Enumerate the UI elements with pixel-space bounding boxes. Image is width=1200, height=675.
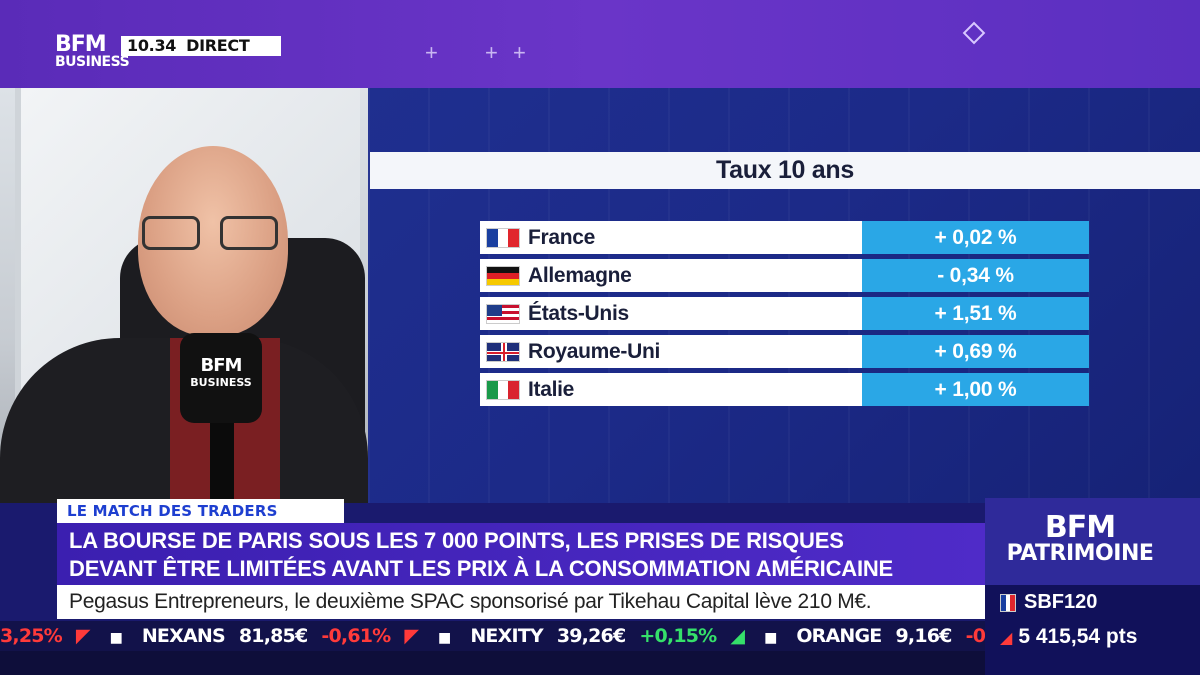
sparkle-icon: + bbox=[513, 40, 526, 65]
headline-line-2: DEVANT ÊTRE LIMITÉES AVANT LES PRIX À LA… bbox=[69, 556, 894, 581]
bfm-business-logo: BFM BUSINESS bbox=[55, 32, 130, 70]
sparkle-icon: + bbox=[485, 40, 498, 65]
country-name: Royaume-Uni bbox=[528, 339, 661, 363]
separator-icon: ■ bbox=[438, 630, 451, 646]
rate-row-italy: Italie + 1,00 % bbox=[480, 373, 1089, 406]
microphone-flag: BFM BUSINESS bbox=[180, 333, 262, 423]
sparkle-icon: + bbox=[425, 40, 438, 65]
country-cell: France bbox=[480, 221, 862, 254]
france-flag-icon bbox=[1000, 593, 1016, 612]
rate-row-uk: Royaume-Uni + 0,69 % bbox=[480, 335, 1089, 368]
graphic-panel bbox=[368, 88, 1200, 503]
rate-value: + 1,00 % bbox=[862, 373, 1089, 406]
market-index-value: ◢ 5 415,54 pts bbox=[1000, 625, 1137, 649]
time-display: 10.34 bbox=[127, 36, 177, 55]
rate-value: + 0,69 % bbox=[862, 335, 1089, 368]
separator-icon: ■ bbox=[109, 630, 123, 646]
country-name: Italie bbox=[528, 377, 575, 401]
brand-line-2: PATRIMOINE bbox=[1006, 541, 1154, 566]
logo-line-2: BUSINESS bbox=[55, 53, 130, 70]
uk-flag-icon bbox=[486, 341, 520, 362]
presenter-video: BFM BUSINESS bbox=[0, 88, 368, 503]
ticker-name: NEXANS bbox=[141, 625, 226, 647]
rate-row-germany: Allemagne - 0,34 % bbox=[480, 259, 1089, 292]
logo-line-1: BFM bbox=[55, 32, 107, 57]
market-index-box bbox=[985, 585, 1200, 675]
index-value: 5 415,54 pts bbox=[1018, 625, 1138, 648]
bfm-patrimoine-logo: BFM PATRIMOINE bbox=[990, 513, 1170, 565]
glasses bbox=[142, 216, 280, 252]
bottom-strip bbox=[0, 651, 985, 675]
germany-flag-icon bbox=[486, 265, 520, 286]
country-name: États-Unis bbox=[528, 301, 629, 325]
down-arrow-icon: ◤ bbox=[404, 625, 419, 647]
mic-line-2: BUSINESS bbox=[190, 376, 252, 389]
ticker-price: 9,16€ bbox=[895, 625, 953, 647]
up-arrow-icon: ◢ bbox=[730, 625, 745, 647]
ticker-name: NEXITY bbox=[470, 625, 543, 647]
info-crawl: Pegasus Entrepreneurs, le deuxième SPAC … bbox=[57, 585, 985, 619]
country-cell: Italie bbox=[480, 373, 862, 406]
time-live-badge: 10.34 DIRECT bbox=[121, 36, 281, 56]
down-arrow-icon: ◢ bbox=[1000, 630, 1013, 647]
separator-icon: ■ bbox=[764, 630, 777, 646]
mic-line-1: BFM bbox=[200, 355, 243, 376]
ticker-change: +0,15% bbox=[639, 625, 717, 647]
rate-value: - 0,34 % bbox=[862, 259, 1089, 292]
headline-banner: LA BOURSE DE PARIS SOUS LES 7 000 POINTS… bbox=[57, 523, 985, 585]
rate-row-usa: États-Unis + 1,51 % bbox=[480, 297, 1089, 330]
presenter-head bbox=[138, 146, 288, 336]
live-label: DIRECT bbox=[186, 36, 250, 55]
italy-flag-icon bbox=[486, 379, 520, 400]
country-cell: Allemagne bbox=[480, 259, 862, 292]
down-arrow-icon: ◤ bbox=[75, 625, 91, 647]
country-name: Allemagne bbox=[528, 263, 632, 287]
brand-line-1: BFM bbox=[1044, 510, 1116, 545]
ticker-price: 39,26€ bbox=[556, 625, 626, 647]
headline-line-1: LA BOURSE DE PARIS SOUS LES 7 000 POINTS… bbox=[69, 528, 844, 553]
country-name: France bbox=[528, 225, 596, 249]
ticker-change: -0,61% bbox=[321, 625, 391, 647]
panel-title: Taux 10 ans bbox=[370, 152, 1200, 189]
ticker-change: -0,11% bbox=[965, 625, 985, 647]
rate-row-france: France + 0,02 % bbox=[480, 221, 1089, 254]
usa-flag-icon bbox=[486, 303, 520, 324]
segment-tag: LE MATCH DES TRADERS bbox=[57, 499, 344, 523]
ticker-name: ORANGE bbox=[796, 625, 882, 647]
rate-value: + 1,51 % bbox=[862, 297, 1089, 330]
ticker-change: 3,25% bbox=[0, 625, 63, 647]
stock-ticker: 3,25% ◤ ■ NEXANS 81,85€ -0,61% ◤ ■ NEXITY 39,… bbox=[0, 621, 985, 651]
ticker-price: 81,85€ bbox=[238, 625, 308, 647]
country-cell: États-Unis bbox=[480, 297, 862, 330]
rate-value: + 0,02 % bbox=[862, 221, 1089, 254]
market-index-name: SBF120 bbox=[1000, 591, 1097, 614]
france-flag-icon bbox=[486, 227, 520, 248]
index-name: SBF120 bbox=[1024, 591, 1098, 613]
country-cell: Royaume-Uni bbox=[480, 335, 862, 368]
mic-handle bbox=[210, 418, 234, 503]
